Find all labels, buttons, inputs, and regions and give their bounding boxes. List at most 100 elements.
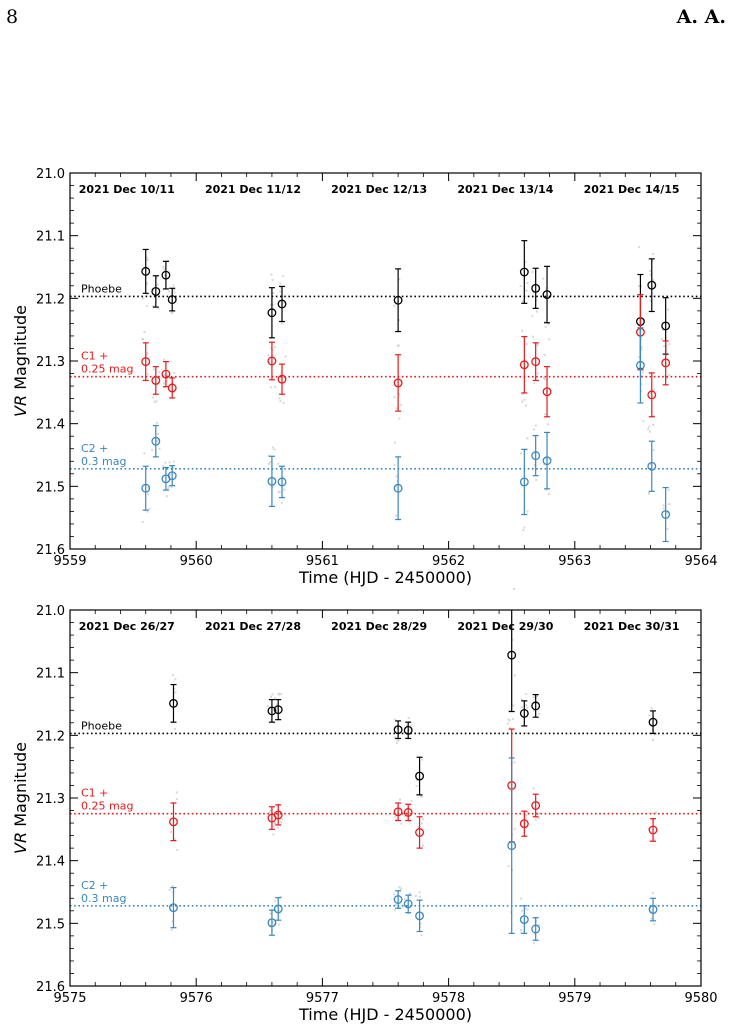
raw-point bbox=[165, 495, 168, 498]
x-tick-label: 9562 bbox=[432, 554, 465, 569]
reference-label-c1: 0.25 mag bbox=[81, 363, 133, 376]
raw-point bbox=[270, 695, 273, 698]
raw-point bbox=[396, 739, 399, 742]
raw-point bbox=[534, 424, 537, 427]
raw-point bbox=[400, 404, 403, 407]
raw-point bbox=[408, 820, 411, 823]
y-tick-label: 21.6 bbox=[36, 980, 65, 995]
chart-panel-1: Phoebe C1 +0.25 mag C2 +0.3 mag 9559 9560 956… bbox=[11, 167, 718, 587]
x-tick-label: 9577 bbox=[306, 991, 339, 1006]
data-point bbox=[267, 476, 277, 486]
raw-point bbox=[163, 382, 166, 385]
raw-point bbox=[525, 404, 528, 407]
raw-point bbox=[640, 346, 643, 349]
raw-point bbox=[653, 922, 656, 925]
raw-point bbox=[271, 348, 274, 351]
raw-point bbox=[533, 942, 536, 945]
raw-point bbox=[508, 719, 511, 722]
raw-point bbox=[547, 493, 550, 496]
raw-point bbox=[174, 691, 177, 694]
raw-point bbox=[642, 420, 645, 423]
data-point bbox=[403, 725, 413, 735]
data-point bbox=[648, 905, 658, 914]
raw-point bbox=[637, 246, 640, 249]
raw-point bbox=[418, 891, 421, 894]
raw-point bbox=[171, 311, 174, 314]
raw-point bbox=[638, 356, 641, 359]
raw-point bbox=[168, 888, 171, 891]
x-tick-label: 9575 bbox=[53, 991, 86, 1006]
raw-point bbox=[416, 779, 419, 782]
raw-point bbox=[522, 529, 525, 532]
raw-point bbox=[273, 346, 276, 349]
raw-point bbox=[526, 437, 529, 440]
raw-point bbox=[398, 886, 401, 889]
raw-point bbox=[170, 486, 173, 489]
raw-point bbox=[649, 462, 652, 465]
raw-point bbox=[410, 724, 413, 727]
raw-point bbox=[408, 729, 411, 732]
reference-label-phoebe: Phoebe bbox=[81, 282, 122, 295]
raw-point bbox=[666, 527, 669, 530]
raw-point bbox=[168, 386, 171, 389]
raw-point bbox=[512, 587, 515, 590]
raw-point bbox=[513, 674, 516, 677]
data-point bbox=[393, 725, 403, 735]
raw-point bbox=[283, 376, 286, 379]
raw-point bbox=[158, 447, 161, 450]
data-point bbox=[531, 451, 541, 461]
raw-point bbox=[279, 693, 282, 696]
raw-point bbox=[172, 284, 175, 287]
raw-point bbox=[141, 337, 144, 340]
y-tick-label: 21.5 bbox=[36, 917, 65, 932]
raw-point bbox=[271, 354, 274, 357]
raw-point bbox=[513, 761, 516, 764]
raw-point bbox=[168, 461, 171, 464]
raw-point bbox=[544, 321, 547, 324]
raw-point bbox=[395, 514, 398, 517]
raw-point bbox=[282, 275, 285, 278]
raw-point bbox=[393, 909, 396, 912]
x-axis-label: Time (HJD - 2450000) bbox=[298, 568, 472, 587]
raw-point bbox=[419, 922, 422, 925]
reference-label-c2: C2 + bbox=[81, 879, 108, 892]
raw-point bbox=[408, 892, 411, 895]
raw-point bbox=[526, 811, 529, 814]
raw-point bbox=[170, 465, 173, 468]
data-point bbox=[141, 483, 151, 493]
raw-point bbox=[142, 297, 145, 300]
raw-point bbox=[531, 315, 534, 318]
raw-point bbox=[419, 795, 422, 798]
data-point bbox=[151, 375, 161, 385]
data-point bbox=[531, 357, 541, 367]
raw-point bbox=[146, 293, 149, 296]
series-phoebe bbox=[169, 610, 658, 796]
x-tick-label: 9576 bbox=[180, 991, 213, 1006]
y-tick-label: 21.2 bbox=[36, 729, 65, 744]
raw-point bbox=[155, 400, 158, 403]
raw-point bbox=[543, 463, 546, 466]
raw-point bbox=[170, 830, 173, 833]
raw-point bbox=[271, 485, 274, 488]
raw-point bbox=[662, 504, 665, 507]
raw-point bbox=[637, 324, 640, 327]
raw-point bbox=[270, 273, 273, 276]
raw-point bbox=[274, 899, 277, 902]
data-point bbox=[507, 650, 517, 660]
raw-point bbox=[536, 372, 539, 375]
raw-point bbox=[535, 310, 538, 313]
raw-point bbox=[524, 907, 527, 910]
raw-point bbox=[640, 348, 643, 351]
raw-point bbox=[168, 474, 171, 477]
raw-point bbox=[520, 698, 523, 701]
raw-point bbox=[520, 909, 523, 912]
data-point bbox=[415, 771, 425, 781]
raw-point bbox=[273, 922, 276, 925]
raw-point bbox=[397, 906, 400, 909]
raw-point bbox=[153, 400, 156, 403]
data-point bbox=[151, 286, 161, 296]
raw-point bbox=[400, 822, 403, 825]
raw-point bbox=[395, 475, 398, 478]
raw-point bbox=[280, 821, 283, 824]
raw-point bbox=[269, 912, 272, 915]
